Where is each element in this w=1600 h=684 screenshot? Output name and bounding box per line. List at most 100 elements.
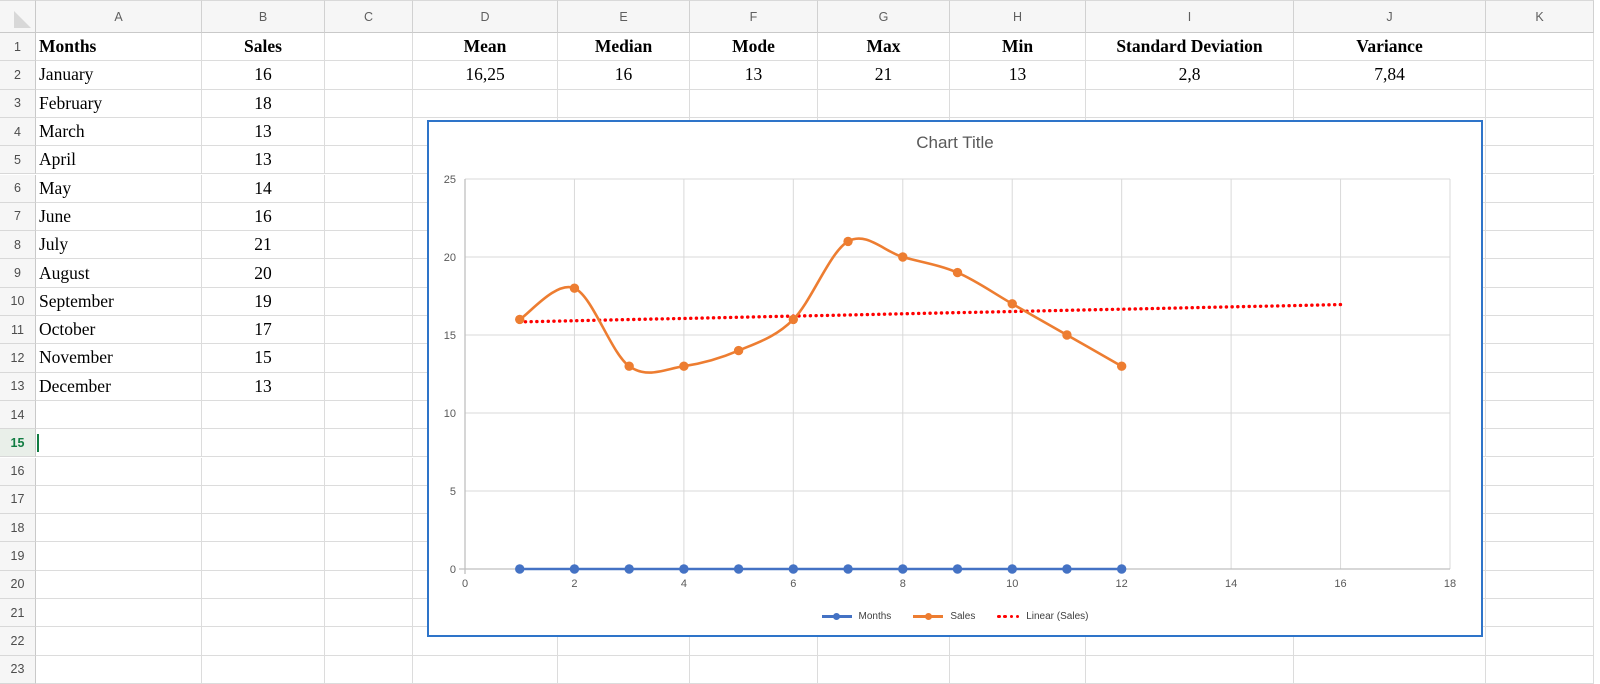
column-header-F[interactable]: F [690,0,818,33]
cell-C5[interactable] [325,146,413,175]
cell-I1[interactable]: Standard Deviation [1086,33,1294,62]
cell-C2[interactable] [325,61,413,90]
column-header-C[interactable]: C [325,0,413,33]
cell-K17[interactable] [1486,485,1594,515]
cell-K6[interactable] [1486,174,1594,203]
row-header-3[interactable]: 3 [0,89,36,118]
column-header-G[interactable]: G [818,0,950,33]
cell-C19[interactable] [325,542,413,571]
cell-C8[interactable] [325,231,413,260]
row-header-13[interactable]: 13 [0,372,36,401]
cell-H2[interactable]: 13 [950,61,1086,90]
cell-F23[interactable] [690,655,818,684]
cell-G3[interactable] [818,89,950,118]
series-marker-sales[interactable] [733,345,744,356]
cell-K1[interactable] [1486,33,1594,62]
cell-K13[interactable] [1486,372,1594,401]
cell-A21[interactable] [36,599,202,628]
cell-A8[interactable]: July [36,231,202,260]
cell-B16[interactable] [202,457,325,486]
row-header-11[interactable]: 11 [0,316,36,345]
cell-I3[interactable] [1086,89,1294,118]
series-marker-sales[interactable] [843,236,853,247]
cell-A3[interactable]: February [36,89,202,118]
row-header-4[interactable]: 4 [0,117,36,147]
cell-E2[interactable]: 16 [558,61,690,90]
cell-K2[interactable] [1486,61,1594,90]
cell-K15[interactable] [1486,429,1594,458]
cell-B15[interactable] [202,429,325,458]
cell-C16[interactable] [325,457,413,486]
row-header-20[interactable]: 20 [0,570,36,599]
row-header-8[interactable]: 8 [0,231,36,260]
series-marker-months[interactable] [952,564,963,574]
row-header-2[interactable]: 2 [0,61,36,90]
chart-object[interactable]: Chart Title 0 5 10 15 20 25 0 2 4 6 8 10 12 14 16 18 Mo… [427,120,1483,637]
column-header-B[interactable]: B [202,0,325,33]
cell-B14[interactable] [202,400,325,430]
cell-K9[interactable] [1486,259,1594,288]
cell-K14[interactable] [1486,400,1594,430]
cell-B17[interactable] [202,485,325,515]
series-marker-months[interactable] [1007,564,1017,574]
cell-G2[interactable]: 21 [818,61,950,90]
cell-C6[interactable] [325,174,413,203]
cell-A20[interactable] [36,570,202,599]
row-header-21[interactable]: 21 [0,599,36,628]
cell-A22[interactable] [36,627,202,656]
row-header-9[interactable]: 9 [0,259,36,288]
cell-A12[interactable]: November [36,344,202,373]
cell-C20[interactable] [325,570,413,599]
cell-B19[interactable] [202,542,325,571]
cell-B3[interactable]: 18 [202,89,325,118]
series-marker-sales[interactable] [1116,361,1127,371]
cell-J1[interactable]: Variance [1294,33,1486,62]
series-line-sales[interactable] [518,237,1123,374]
cell-G1[interactable]: Max [818,33,950,62]
row-header-22[interactable]: 22 [0,627,36,656]
cell-C18[interactable] [325,514,413,543]
cell-K21[interactable] [1486,599,1594,628]
cell-A9[interactable]: August [36,259,202,288]
row-header-10[interactable]: 10 [0,287,36,316]
cell-C17[interactable] [325,485,413,515]
series-marker-months[interactable] [515,564,525,574]
cell-C13[interactable] [325,372,413,401]
row-header-23[interactable]: 23 [0,655,36,684]
series-marker-months[interactable] [1062,564,1072,574]
cell-C7[interactable] [325,202,413,232]
cell-K20[interactable] [1486,570,1594,599]
cell-K10[interactable] [1486,287,1594,316]
cell-B9[interactable]: 20 [202,259,325,288]
cell-K8[interactable] [1486,231,1594,260]
cell-K3[interactable] [1486,89,1594,118]
column-header-A[interactable]: A [36,0,202,33]
cell-A19[interactable] [36,542,202,571]
series-marker-months[interactable] [569,564,580,574]
cell-D1[interactable]: Mean [413,33,558,62]
column-header-K[interactable]: K [1486,0,1594,33]
cell-C15[interactable] [325,429,413,458]
cell-A18[interactable] [36,514,202,543]
cell-C3[interactable] [325,89,413,118]
cell-A17[interactable] [36,485,202,515]
cell-A16[interactable] [36,457,202,486]
series-marker-months[interactable] [788,564,799,574]
cell-A4[interactable]: March [36,117,202,147]
cell-B2[interactable]: 16 [202,61,325,90]
column-header-I[interactable]: I [1086,0,1294,33]
cell-A10[interactable]: September [36,287,202,316]
cell-C10[interactable] [325,287,413,316]
series-marker-months[interactable] [733,564,744,574]
cell-B13[interactable]: 13 [202,372,325,401]
cell-B12[interactable]: 15 [202,344,325,373]
cell-K23[interactable] [1486,655,1594,684]
cell-C9[interactable] [325,259,413,288]
cell-H23[interactable] [950,655,1086,684]
cell-K11[interactable] [1486,316,1594,345]
cell-I23[interactable] [1086,655,1294,684]
cell-C11[interactable] [325,316,413,345]
series-marker-sales[interactable] [624,361,634,371]
cell-J3[interactable] [1294,89,1486,118]
cell-F3[interactable] [690,89,818,118]
